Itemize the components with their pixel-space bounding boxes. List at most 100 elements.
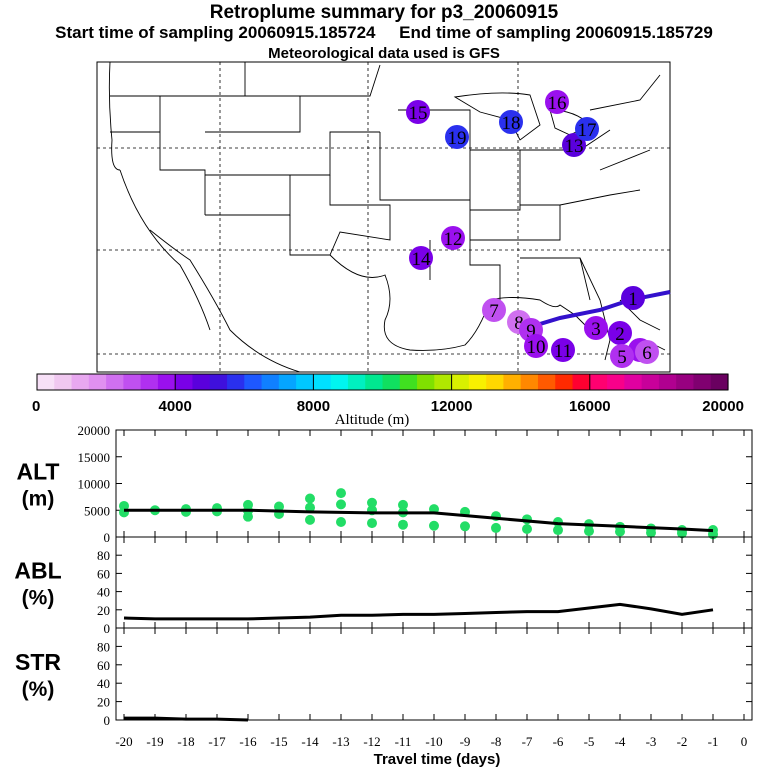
x-tick-label: -6 xyxy=(553,734,564,749)
alt-cluster-point xyxy=(398,499,408,510)
x-tick-label: -1 xyxy=(708,734,719,749)
map-frame xyxy=(96,61,671,373)
cluster-label: 9 xyxy=(526,321,536,342)
cluster-marker xyxy=(584,316,608,340)
colorbar-swatch xyxy=(106,374,124,390)
colorbar-swatch xyxy=(693,374,712,390)
alt-cluster-point xyxy=(367,497,377,508)
cluster-label: 3 xyxy=(591,319,601,340)
cluster-marker xyxy=(406,100,430,124)
colorbar-swatch xyxy=(710,374,729,390)
colorbar-swatch xyxy=(140,374,159,390)
alt-cluster-point xyxy=(584,526,594,537)
x-tick-label: -12 xyxy=(363,734,380,749)
cluster-label: 17 xyxy=(578,120,597,141)
y-tick-label: 5000 xyxy=(84,503,110,518)
cluster-label: 18 xyxy=(502,113,521,134)
x-tick-label: 0 xyxy=(741,734,748,749)
colorbar-swatch xyxy=(382,374,401,390)
alt-cluster-point xyxy=(243,511,253,522)
cluster-marker xyxy=(524,334,548,358)
cluster-label: 2 xyxy=(615,324,625,345)
alt-cluster-point xyxy=(646,527,656,538)
y-tick-label: 15000 xyxy=(78,450,111,465)
y-tick-label: 60 xyxy=(97,658,110,673)
alt-panel: 20000 15000 10000 5000 0 ALT (m) xyxy=(16,423,753,545)
colorbar-swatch xyxy=(451,374,470,390)
alt-cluster-point xyxy=(305,514,315,525)
map-outlines xyxy=(108,61,666,373)
colorbar-label: Altitude (m) xyxy=(335,412,410,428)
x-tick-label: -15 xyxy=(270,734,287,749)
colorbar-swatch xyxy=(607,374,625,390)
colorbar-swatch xyxy=(71,374,90,390)
colorbar-swatch xyxy=(123,374,142,390)
str-panel: 80 60 40 20 0 STR (%) xyxy=(15,627,753,728)
y-tick-label: 40 xyxy=(97,676,110,691)
colorbar-swatch xyxy=(641,374,660,390)
cluster-marker xyxy=(551,338,575,362)
y-tick-label: 40 xyxy=(97,585,110,600)
colorbar-swatch xyxy=(227,374,245,390)
cluster-marker xyxy=(562,133,586,157)
colorbar-swatch xyxy=(555,374,574,390)
y-tick-label: 0 xyxy=(104,530,111,545)
alt-cluster-point xyxy=(398,519,408,530)
y-tick-label: 20000 xyxy=(78,423,111,438)
colorbar-tick-label: 16000 xyxy=(569,398,611,415)
colorbar-swatch xyxy=(589,374,608,390)
y-tick-label: 80 xyxy=(97,548,110,563)
alt-cluster-point xyxy=(336,499,346,510)
x-tick-label: -4 xyxy=(615,734,626,749)
colorbar-swatch xyxy=(37,374,55,390)
cluster-markers: 12345678910111213141516171819 xyxy=(406,90,659,368)
alt-cluster-point xyxy=(305,493,315,504)
y-tick-label: 80 xyxy=(97,639,110,654)
x-tick-label: -13 xyxy=(332,734,349,749)
cluster-marker xyxy=(499,110,523,134)
alt-cluster-point xyxy=(367,518,377,529)
cluster-marker xyxy=(445,125,469,149)
x-tick-label: -17 xyxy=(208,734,226,749)
str-yunit: (%) xyxy=(22,678,55,701)
colorbar-swatch xyxy=(88,374,107,390)
alt-cluster-point xyxy=(677,528,687,539)
x-tick-label: -20 xyxy=(115,734,132,749)
alt-cluster-point xyxy=(274,501,284,512)
cluster-marker xyxy=(409,246,433,270)
x-tick-label: -10 xyxy=(425,734,442,749)
colorbar-swatch xyxy=(330,374,349,390)
alt-cluster-point xyxy=(522,523,532,534)
cluster-label: 16 xyxy=(548,93,567,114)
alt-yunit: (m) xyxy=(22,488,55,511)
cluster-label: 19 xyxy=(448,128,467,149)
alt-cluster-point xyxy=(460,521,470,532)
x-tick-label: -18 xyxy=(177,734,194,749)
colorbar-swatch xyxy=(192,374,211,390)
colorbar-swatch xyxy=(676,374,695,390)
alt-ylabel: ALT xyxy=(16,459,59,485)
colorbar-swatch xyxy=(157,374,176,390)
alt-cluster-point xyxy=(181,506,191,517)
colorbar-swatch xyxy=(399,374,418,390)
cluster-marker xyxy=(545,90,569,114)
colorbar-swatch xyxy=(658,374,677,390)
colorbar-swatch xyxy=(54,374,73,390)
x-tick-label: -2 xyxy=(677,734,688,749)
x-tick-label: -16 xyxy=(239,734,257,749)
cluster-marker xyxy=(482,298,506,322)
colorbar-swatch xyxy=(486,374,505,390)
colorbar-swatch xyxy=(365,374,384,390)
colorbar-swatch xyxy=(313,374,332,390)
colorbar-swatch xyxy=(537,374,556,390)
colorbar-swatch xyxy=(175,374,194,390)
cluster-marker xyxy=(441,226,465,250)
abl-panel: 80 60 40 20 0 ABL (%) xyxy=(14,536,753,636)
colorbar-tick-label: 20000 xyxy=(702,398,744,415)
abl-ylabel: ABL xyxy=(14,558,61,584)
altitude-colorbar: 0 4000 8000 12000 16000 20000 xyxy=(32,373,744,415)
colorbar-swatch xyxy=(434,374,453,390)
y-tick-label: 0 xyxy=(104,713,111,728)
abl-yunit: (%) xyxy=(22,587,55,610)
